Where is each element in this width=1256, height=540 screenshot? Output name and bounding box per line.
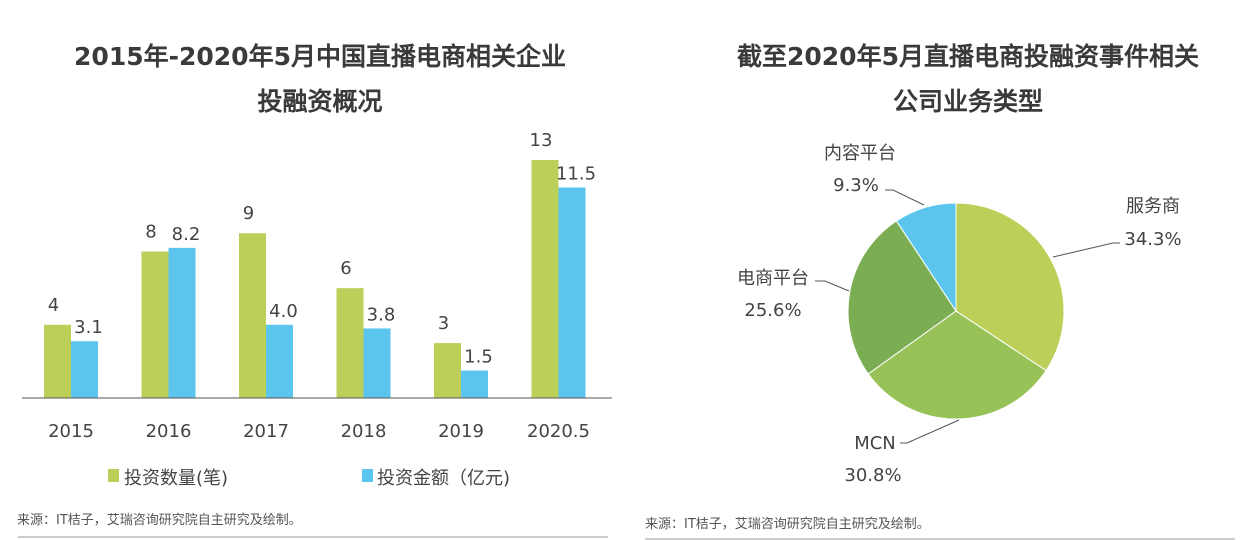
x-tick-label: 2015 (48, 421, 94, 442)
x-tick-label: 2016 (146, 421, 192, 442)
bar-count (336, 288, 364, 398)
data-label-count: 6 (340, 258, 351, 279)
legend-label-amount: 投资金额（亿元) (377, 468, 510, 489)
bar-count (44, 324, 71, 398)
bar-amount (71, 341, 98, 398)
pie-slice-ecom (847, 220, 957, 375)
leader-line-content (885, 189, 925, 206)
data-label-count: 8 (145, 222, 156, 243)
data-label-count: 3 (438, 313, 449, 334)
pie-label-content-value: 9.3% (833, 175, 879, 196)
bar-plot: 4 3.1 2015 8 8.2 2016 9 4.0 2017 6 3.8 2018 3 1.5 2019… (44, 130, 596, 442)
bar-amount (461, 370, 488, 398)
pie-slice-content (895, 202, 957, 313)
x-tick-label: 2019 (438, 421, 484, 442)
bar-amount (363, 328, 391, 398)
pie-label-service-value: 34.3% (1124, 229, 1181, 250)
pie-label-content-name: 内容平台 (824, 143, 896, 164)
data-label-amount: 3.1 (74, 317, 103, 338)
leader-line-mcn (900, 419, 960, 444)
pie-plot (847, 202, 1065, 420)
bar-amount (558, 187, 586, 398)
pie-chart-source: 来源：IT桔子，艾瑞咨询研究院自主研究及绘制。 (645, 517, 930, 532)
data-label-amount: 11.5 (556, 163, 596, 184)
bar-count (434, 343, 461, 398)
bar-chart-source: 来源：IT桔子，艾瑞咨询研究院自主研究及绘制。 (17, 513, 302, 528)
legend-swatch-amount (362, 469, 373, 482)
legend-label-count: 投资数量(笔) (124, 468, 228, 489)
data-label-amount: 8.2 (172, 224, 201, 245)
pie-label-service-name: 服务商 (1126, 196, 1180, 217)
pie-slice-mcn (867, 310, 1047, 420)
data-label-amount: 1.5 (464, 347, 493, 368)
pie-chart-title-line2: 公司业务类型 (893, 87, 1043, 116)
legend-swatch-count (108, 469, 119, 482)
pie-label-mcn-value: 30.8% (844, 465, 901, 486)
bar-count (531, 160, 559, 398)
bar-chart-title-line1: 2015年-2020年5月中国直播电商相关企业 (74, 42, 566, 71)
bar-amount (168, 247, 196, 398)
bar-chart-title-line2: 投融资概况 (257, 87, 382, 116)
bar-count (141, 251, 169, 398)
x-tick-label: 2018 (341, 421, 387, 442)
pie-labels: 服务商 34.3% MCN 30.8% 电商平台 25.6% 内容平台 9.3% (737, 143, 1182, 486)
pie-chart-title-line1: 截至2020年5月直播电商投融资事件相关 (737, 42, 1199, 71)
data-label-count: 13 (530, 130, 553, 151)
data-label-amount: 4.0 (269, 301, 298, 322)
data-label-count: 4 (48, 295, 59, 316)
pie-label-mcn-name: MCN (854, 433, 896, 454)
bar-amount (266, 324, 293, 398)
data-label-count: 9 (243, 203, 254, 224)
x-tick-label: 2017 (243, 421, 289, 442)
x-tick-label: 2020.5 (527, 421, 590, 442)
data-label-amount: 3.8 (367, 304, 396, 325)
bar-legend: 投资数量(笔) 投资金额（亿元) (108, 468, 510, 489)
pie-label-ecom-name: 电商平台 (737, 268, 809, 289)
leader-line-service (1052, 242, 1120, 258)
pie-label-ecom-value: 25.6% (744, 300, 801, 321)
leader-line-ecom (815, 280, 850, 292)
bar-count (239, 233, 266, 398)
